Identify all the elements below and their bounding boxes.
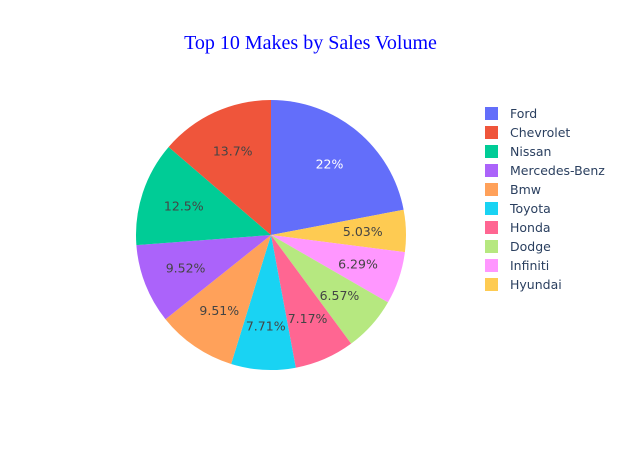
- pie-slice-mercedes-benz[interactable]: [136, 235, 271, 320]
- legend-label-mercedes-benz: Mercedes-Benz: [510, 163, 605, 178]
- pie-slice-hyundai[interactable]: [271, 209, 406, 253]
- legend-item-toyota[interactable]: Toyota: [485, 201, 551, 216]
- legend-label-honda: Honda: [510, 220, 551, 235]
- legend-swatch-mercedes-benz: [485, 164, 498, 177]
- legend-swatch-bmw: [485, 183, 498, 196]
- legend-label-hyundai: Hyundai: [510, 277, 562, 292]
- pie-slice-toyota[interactable]: [231, 235, 296, 371]
- legend-item-bmw[interactable]: Bmw: [485, 182, 541, 197]
- slice-label-dodge: 6.57%: [320, 288, 360, 303]
- slice-label-ford: 22%: [316, 156, 344, 171]
- legend-swatch-honda: [485, 221, 498, 234]
- legend-item-honda[interactable]: Honda: [485, 220, 551, 235]
- legend-item-ford[interactable]: Ford: [485, 106, 537, 121]
- pie-slice-dodge[interactable]: [271, 235, 388, 344]
- legend-swatch-nissan: [485, 145, 498, 158]
- pie-slice-infiniti[interactable]: [271, 235, 405, 303]
- legend-swatch-toyota: [485, 202, 498, 215]
- pie-slice-bmw[interactable]: [165, 235, 271, 364]
- legend-item-hyundai[interactable]: Hyundai: [485, 277, 562, 292]
- chart-title: Top 10 Makes by Sales Volume: [184, 32, 437, 54]
- slice-label-chevrolet: 13.7%: [213, 144, 253, 159]
- legend-label-toyota: Toyota: [509, 201, 551, 216]
- legend-label-bmw: Bmw: [510, 182, 541, 197]
- pie-slice-chevrolet[interactable]: [168, 100, 271, 235]
- legend-swatch-ford: [485, 107, 498, 120]
- legend-label-ford: Ford: [510, 106, 537, 121]
- pie-slice-ford[interactable]: [271, 100, 404, 235]
- legend-swatch-infiniti: [485, 259, 498, 272]
- legend-item-nissan[interactable]: Nissan: [485, 144, 551, 159]
- legend-swatch-hyundai: [485, 278, 498, 291]
- legend-item-dodge[interactable]: Dodge: [485, 239, 551, 254]
- legend-label-chevrolet: Chevrolet: [510, 125, 570, 140]
- legend-item-chevrolet[interactable]: Chevrolet: [485, 125, 570, 140]
- slice-label-nissan: 12.5%: [164, 198, 204, 213]
- legend-label-nissan: Nissan: [510, 144, 551, 159]
- legend-label-dodge: Dodge: [510, 239, 551, 254]
- slice-label-mercedes-benz: 9.52%: [166, 261, 206, 276]
- pie-slice-nissan[interactable]: [136, 147, 271, 246]
- slice-label-infiniti: 6.29%: [338, 256, 378, 271]
- slice-label-hyundai: 5.03%: [343, 224, 383, 239]
- legend-swatch-dodge: [485, 240, 498, 253]
- legend-item-infiniti[interactable]: Infiniti: [485, 258, 549, 273]
- slice-label-toyota: 7.71%: [246, 319, 286, 334]
- legend-label-infiniti: Infiniti: [510, 258, 549, 273]
- legend-item-mercedes-benz[interactable]: Mercedes-Benz: [485, 163, 605, 178]
- slice-label-bmw: 9.51%: [199, 303, 239, 318]
- slice-label-honda: 7.17%: [288, 311, 328, 326]
- pie-slice-honda[interactable]: [271, 235, 352, 368]
- legend-swatch-chevrolet: [485, 126, 498, 139]
